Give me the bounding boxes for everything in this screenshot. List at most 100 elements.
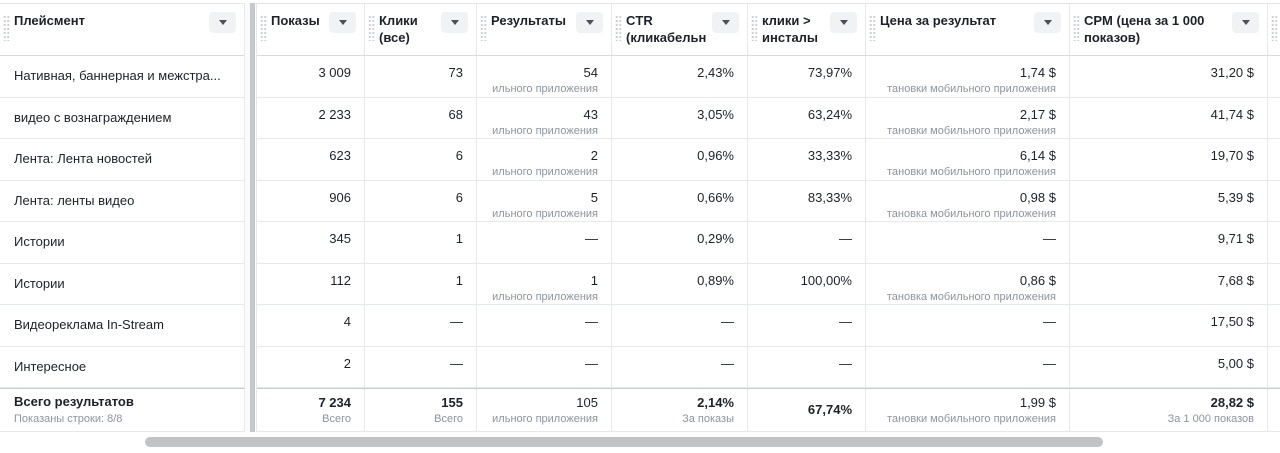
value: 3 009: [318, 65, 351, 80]
totals-clicks-cell: 155 Всего: [365, 389, 477, 431]
clicks-cell: 1: [365, 222, 477, 263]
placement-cell: Видеореклама In-Stream: [0, 305, 244, 346]
placement-cell: Истории: [0, 222, 244, 263]
clicks-cell: 73: [365, 56, 477, 97]
divider-thumb[interactable]: [250, 3, 255, 432]
column-header-cpm[interactable]: CPM (цена за 1 000 показов): [1070, 4, 1268, 55]
column-label: Плейсмент: [14, 13, 85, 28]
horizontal-scrollbar[interactable]: [0, 437, 1280, 447]
clicks-installs-cell: 73,97%: [748, 56, 866, 97]
placement-cell: видео с вознаграждением: [0, 98, 244, 139]
value: 6,14 $: [1019, 148, 1056, 163]
drag-handle-icon[interactable]: [368, 15, 375, 41]
placement-cell: Лента: ленты видео: [0, 181, 244, 222]
column-dropdown-button[interactable]: [1232, 12, 1259, 33]
value: —: [721, 355, 734, 371]
value: 0,29%: [697, 231, 734, 246]
drag-handle-icon[interactable]: [3, 15, 10, 41]
sublabel: За 1 000 показов: [1167, 412, 1254, 425]
cost-per-result-cell: 0,86 $ тановка мобильного приложения: [866, 263, 1070, 304]
column-dropdown-button[interactable]: [441, 12, 468, 33]
partial-next-column-cell: [1268, 56, 1280, 97]
cost-per-result-cell: —: [866, 305, 1070, 346]
chevron-down-icon: [338, 20, 347, 25]
column-dropdown-button[interactable]: [712, 12, 739, 33]
value: 906: [329, 189, 351, 205]
column-header-clicks[interactable]: Клики (все): [365, 4, 477, 55]
value: 0,96%: [697, 148, 734, 163]
table-header-row: Плейсмент Показы Клики (все) Результаты …: [0, 3, 1280, 56]
value: 9,71 $: [1217, 231, 1254, 246]
column-dropdown-button[interactable]: [329, 12, 356, 33]
ctr-cell: 0,96%: [612, 139, 748, 180]
sublabel: ильного приложения: [492, 207, 598, 220]
ctr-cell: 0,89%: [612, 263, 748, 304]
column-header-impressions[interactable]: Показы: [257, 4, 365, 55]
value: Интересное: [14, 358, 87, 374]
totals-impressions-cell: 7 234 Всего: [257, 389, 365, 431]
column-dropdown-button[interactable]: [1034, 12, 1061, 33]
impressions-cell: 4: [257, 305, 365, 346]
value: 2: [590, 148, 598, 163]
column-label: Цена за результат: [880, 13, 997, 28]
column-label: Клики (все): [379, 13, 418, 45]
impressions-cell: 3 009: [257, 56, 365, 97]
cost-per-result-cell: —: [866, 222, 1070, 263]
sublabel: тановки мобильного приложения: [887, 124, 1056, 137]
value: —: [839, 314, 852, 329]
value: —: [839, 231, 852, 246]
chevron-down-icon: [585, 20, 594, 25]
clicks-installs-cell: —: [748, 222, 866, 263]
value: 17,50 $: [1210, 314, 1254, 329]
value: 5: [590, 189, 598, 205]
value: 6: [455, 148, 463, 163]
drag-handle-icon[interactable]: [869, 15, 876, 41]
value: 3,05%: [697, 106, 734, 122]
value: Лента: Лента новостей: [14, 151, 152, 166]
drag-handle-icon[interactable]: [480, 15, 487, 41]
column-dropdown-button[interactable]: [209, 12, 236, 33]
pinned-column-divider[interactable]: [244, 3, 257, 432]
chevron-down-icon: [721, 20, 730, 25]
sublabel: ильного приложения: [492, 166, 598, 178]
sublabel: Всего: [322, 412, 351, 425]
drag-handle-icon[interactable]: [615, 15, 622, 41]
value: 31,20 $: [1210, 65, 1254, 80]
column-header-clicks-installs[interactable]: клики > инсталы: [748, 4, 866, 55]
results-cell: 2 ильного приложения: [477, 139, 612, 180]
value: 105: [576, 394, 598, 410]
value: Нативная, баннерная и межстра...: [14, 68, 221, 83]
column-dropdown-button[interactable]: [830, 12, 857, 33]
ctr-cell: 3,05%: [612, 97, 748, 138]
results-cell: 54 ильного приложения: [477, 56, 612, 97]
placement-cell: Истории: [0, 264, 244, 305]
value: 68: [448, 106, 463, 122]
value: 1: [455, 231, 463, 246]
scrollbar-thumb[interactable]: [145, 437, 1103, 447]
clicks-cell: —: [365, 346, 477, 387]
cpm-cell: 5,39 $: [1070, 180, 1268, 221]
cost-per-result-cell: 6,14 $ тановки мобильного приложения: [866, 139, 1070, 180]
column-label: клики > инсталы: [762, 13, 819, 45]
drag-handle-icon[interactable]: [1073, 15, 1080, 41]
partial-next-column-cell: [1268, 98, 1280, 139]
results-cell: 1 ильного приложения: [477, 263, 612, 304]
column-dropdown-button[interactable]: [576, 12, 603, 33]
table-row: Истории 345 1 — 0,29% — — 9,71 $: [0, 222, 1280, 264]
impressions-cell: 906: [257, 180, 365, 221]
ctr-cell: 2,43%: [612, 56, 748, 97]
column-header-cost-per-result[interactable]: Цена за результат: [866, 4, 1070, 55]
value: видео с вознаграждением: [14, 109, 172, 125]
cost-per-result-cell: —: [866, 346, 1070, 387]
column-header-placement[interactable]: Плейсмент: [0, 4, 244, 55]
totals-ctr-cell: 2,14% За показы: [612, 389, 748, 431]
sublabel: тановки мобильного приложения: [887, 83, 1056, 95]
drag-handle-icon[interactable]: [751, 15, 758, 41]
column-header-results[interactable]: Результаты: [477, 4, 612, 55]
value: 2: [343, 355, 351, 371]
drag-handle-icon[interactable]: [1271, 15, 1278, 41]
value: 623: [329, 148, 351, 163]
column-header-ctr[interactable]: CTR (кликабельн: [612, 4, 748, 55]
placement-cell: Нативная, баннерная и межстра...: [0, 56, 244, 97]
drag-handle-icon[interactable]: [260, 15, 267, 41]
